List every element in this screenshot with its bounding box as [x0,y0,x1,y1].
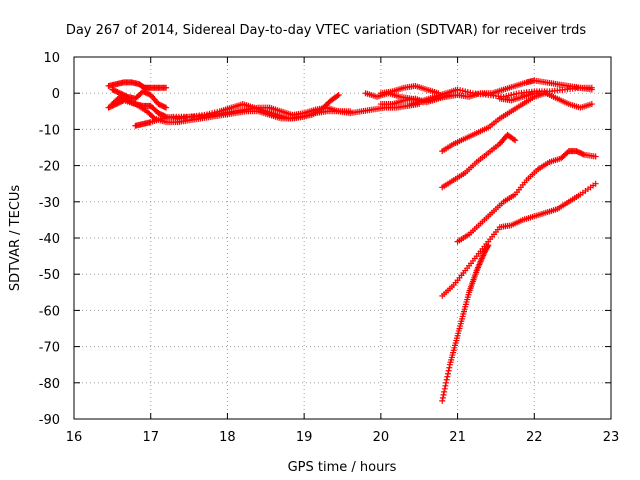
x-tick-label: 16 [66,430,83,445]
plus-marker [442,382,449,389]
plus-marker [579,151,586,158]
axis-ticks: 16 17 18 19 20 21 22 23 10 0 -10 -20 -30 -40 -50 -60 -70… [39,51,620,445]
plus-marker [443,376,450,383]
series-trace-i [408,84,595,108]
plus-marker [439,397,446,404]
plus-marker [592,153,599,160]
plus-marker [542,90,549,97]
plus-marker [163,84,170,91]
plus-marker [150,114,157,121]
series-trace-a [105,79,170,91]
y-tick-label: -80 [39,377,60,392]
plus-marker [444,373,451,380]
y-tick-label: -30 [39,196,60,211]
plus-marker [588,84,595,91]
y-tick-label: -20 [39,160,60,175]
plus-marker [485,242,492,249]
plus-marker [335,92,342,99]
plus-marker [161,104,168,111]
series-trace-k [439,90,549,155]
plus-marker [444,370,451,377]
plus-marker [440,391,447,398]
grid-lines [74,57,611,419]
series-trace-n [439,180,599,299]
data-points [105,77,599,404]
x-tick-label: 18 [219,430,236,445]
plus-marker [441,385,448,392]
series-trace-g [377,82,442,97]
x-tick-label: 17 [142,430,159,445]
y-tick-label: -10 [39,123,60,138]
plus-marker [446,364,453,371]
y-tick-label: -60 [39,304,60,319]
series-trace-d [109,86,170,111]
series-trace-e [132,92,342,129]
plus-marker [445,367,452,374]
y-axis-label: SDTVAR / TECUs [8,185,23,292]
x-tick-label: 21 [449,430,466,445]
y-tick-label: -50 [39,268,60,283]
y-tick-label: -90 [39,413,60,428]
plus-marker [510,136,517,143]
series-trace-l [439,131,519,191]
plus-marker [512,137,519,144]
plus-marker [443,379,450,386]
plus-marker [347,108,354,115]
plus-marker [334,92,341,99]
x-tick-label: 19 [296,430,313,445]
series-trace-o [439,242,492,404]
plus-marker [439,394,446,401]
series-trace-m [454,148,599,245]
y-tick-label: -70 [39,341,60,356]
plus-marker [441,388,448,395]
y-tick-label: -40 [39,232,60,247]
chart-title: Day 267 of 2014, Sidereal Day-to-day VTE… [66,23,587,38]
plus-marker [484,243,491,250]
x-tick-label: 20 [373,430,390,445]
x-axis-label: GPS time / hours [288,460,397,475]
plus-marker [592,180,599,187]
plus-marker [163,104,170,111]
plus-marker [588,101,595,108]
x-tick-label: 22 [526,430,543,445]
y-tick-label: 10 [43,51,60,66]
x-tick-label: 23 [603,430,620,445]
y-tick-label: 0 [52,87,60,102]
